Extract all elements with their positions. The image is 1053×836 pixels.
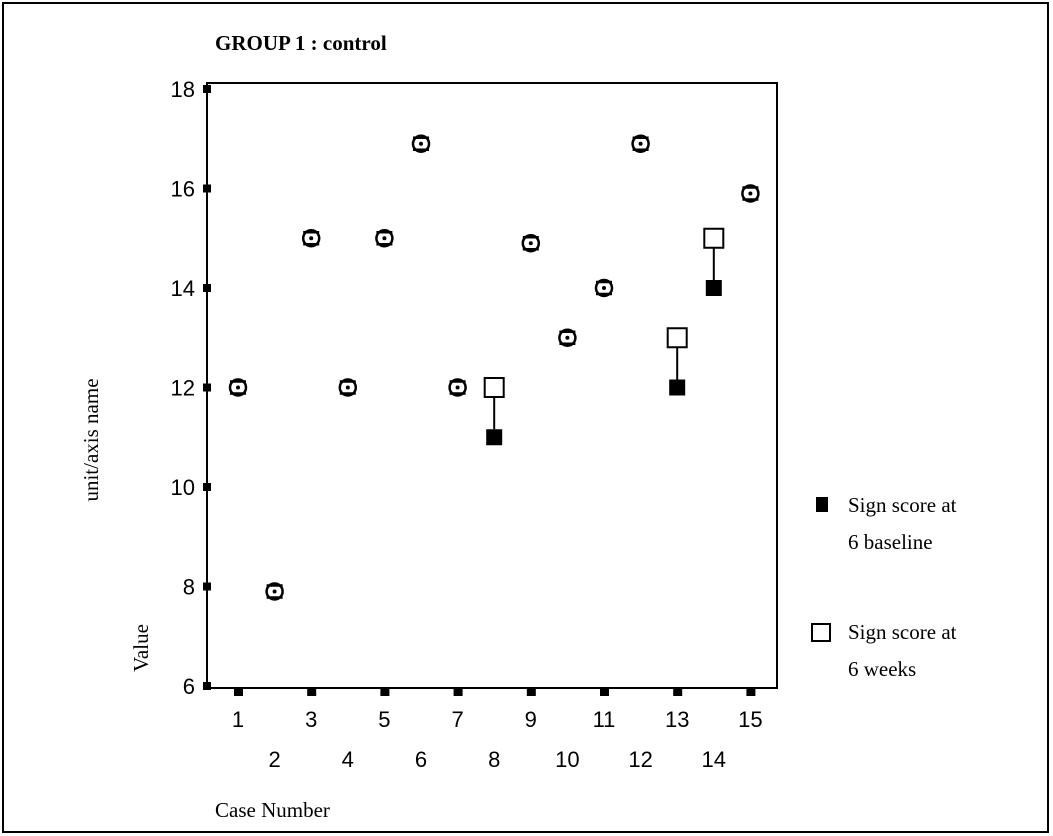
legend: Sign score at 6 baseline Sign score at 6… [811, 493, 957, 681]
y-tick-label: 18 [171, 77, 195, 102]
x-tick-mark [453, 688, 463, 696]
x-tick-label: 5 [378, 707, 390, 732]
x-tick-mark [234, 688, 243, 696]
y-tick-label: 16 [171, 177, 195, 202]
x-tick-label: 7 [451, 707, 463, 732]
overlap-dot [236, 385, 240, 390]
overlap-point [741, 184, 760, 203]
x-tick-label: 12 [628, 747, 652, 772]
overlap-point [338, 378, 358, 397]
overlap-dot [565, 335, 570, 340]
y-tick-mark [203, 483, 211, 491]
x-tick-label: 2 [268, 747, 280, 772]
legend-marker-open-square [811, 623, 831, 642]
y-tick-label: 12 [171, 376, 195, 401]
x-tick-label: 10 [555, 747, 579, 772]
baseline-point [705, 280, 722, 296]
overlap-dot [638, 141, 643, 146]
weeks-point [666, 327, 688, 349]
baseline-point [486, 429, 503, 446]
y-tick-mark [203, 284, 211, 292]
x-tick-label: 14 [702, 747, 726, 772]
x-axis-ticks: 1 3 5 7 9 11 13 152 4 6 8 10 12 14 [232, 688, 763, 772]
y-axis-label-upper: unit/axis name [79, 378, 103, 501]
overlap-point [631, 134, 650, 153]
x-tick-mark [307, 688, 317, 696]
legend-entry-baseline-line2: 6 baseline [848, 530, 933, 554]
legend-marker-filled-square [816, 497, 828, 512]
x-tick-label: 3 [305, 707, 317, 732]
overlap-dot [748, 191, 753, 196]
y-tick-label: 8 [183, 575, 195, 600]
weeks-point [483, 377, 505, 398]
y-tick-mark [203, 383, 211, 392]
overlap-dot [528, 241, 533, 246]
overlap-point [228, 378, 248, 397]
overlap-dot [419, 141, 423, 146]
y-tick-mark [203, 184, 211, 193]
x-tick-mark [526, 688, 536, 696]
y-axis-ticks: 6 8 10 12 14 16 18 [171, 77, 211, 699]
y-axis-label-lower: Value [129, 624, 153, 672]
x-tick-label: 1 [232, 707, 244, 732]
overlap-point [301, 229, 321, 248]
baseline-point [669, 379, 686, 396]
overlap-dot [455, 385, 460, 390]
overlap-point [265, 582, 284, 601]
overlap-point [521, 233, 541, 253]
overlap-point [411, 134, 431, 153]
overlap-point [558, 328, 577, 347]
y-tick-label: 6 [183, 674, 195, 699]
y-tick-label: 10 [171, 475, 195, 500]
data-points [228, 134, 760, 601]
overlap-point [594, 278, 614, 298]
x-tick-label: 15 [738, 707, 762, 732]
overlap-point [375, 229, 394, 248]
overlap-point [448, 378, 467, 397]
x-tick-label: 4 [342, 747, 354, 772]
legend-entry-weeks-line2: 6 weeks [848, 657, 916, 681]
y-tick-mark [203, 85, 211, 93]
overlap-dot [272, 589, 277, 594]
legend-entry-weeks-line1: Sign score at [848, 620, 957, 644]
x-tick-label: 11 [593, 707, 616, 732]
x-tick-mark [380, 688, 390, 696]
chart-title: GROUP 1 : control [215, 31, 387, 55]
pair-connectors [493, 248, 715, 430]
weeks-point [703, 227, 725, 249]
legend-entry-baseline-line1: Sign score at [848, 493, 957, 517]
x-tick-mark [673, 688, 683, 696]
overlap-dot [309, 236, 314, 241]
x-axis-label: Case Number [215, 798, 330, 822]
x-tick-label: 9 [525, 707, 537, 732]
x-tick-mark [746, 688, 756, 696]
y-tick-mark [203, 582, 211, 591]
y-tick-label: 14 [171, 276, 195, 301]
overlap-dot [382, 236, 387, 241]
x-tick-mark [600, 688, 609, 696]
y-tick-mark [203, 682, 211, 690]
x-tick-label: 8 [488, 747, 500, 772]
overlap-dot [345, 385, 350, 390]
overlap-dot [602, 286, 606, 290]
x-tick-label: 6 [415, 747, 427, 772]
x-tick-label: 13 [665, 707, 689, 732]
